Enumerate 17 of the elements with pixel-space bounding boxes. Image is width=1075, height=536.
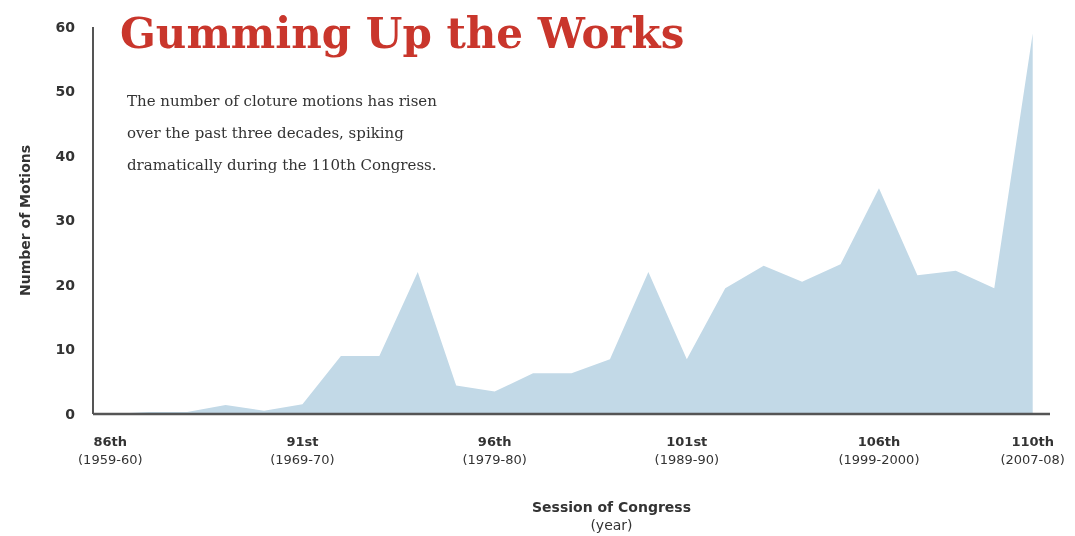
y-tick-label: 40 <box>55 147 76 164</box>
y-tick-label: 20 <box>55 276 76 293</box>
y-tick-label: 30 <box>55 212 76 229</box>
y-tick-label: 50 <box>55 83 76 100</box>
y-tick-label: 10 <box>55 341 76 358</box>
x-tick-label: 96th (1979-80) <box>462 434 527 467</box>
text: The number of cloture motions has risen over the past three decades, spiking dramatically during the 110th Congress. <box>127 92 438 174</box>
x-tick-label: 110th (2007-08) <box>1000 434 1065 467</box>
x-tick-label: 106th (1999-2000) <box>838 434 920 467</box>
y-tick-label: 0 <box>65 405 76 422</box>
y-tick-label: 60 <box>55 18 76 35</box>
x-tick-label: 91st (1969-70) <box>270 434 335 467</box>
x-tick-label: 86th (1959-60) <box>78 434 143 467</box>
y-axis-title: Number of Motions <box>17 144 33 297</box>
chart-title: Gumming Up the Works <box>120 9 685 58</box>
x-axis-title: Session of Congress (year) <box>531 499 692 533</box>
x-tick-label: 101st (1989-90) <box>654 434 720 467</box>
